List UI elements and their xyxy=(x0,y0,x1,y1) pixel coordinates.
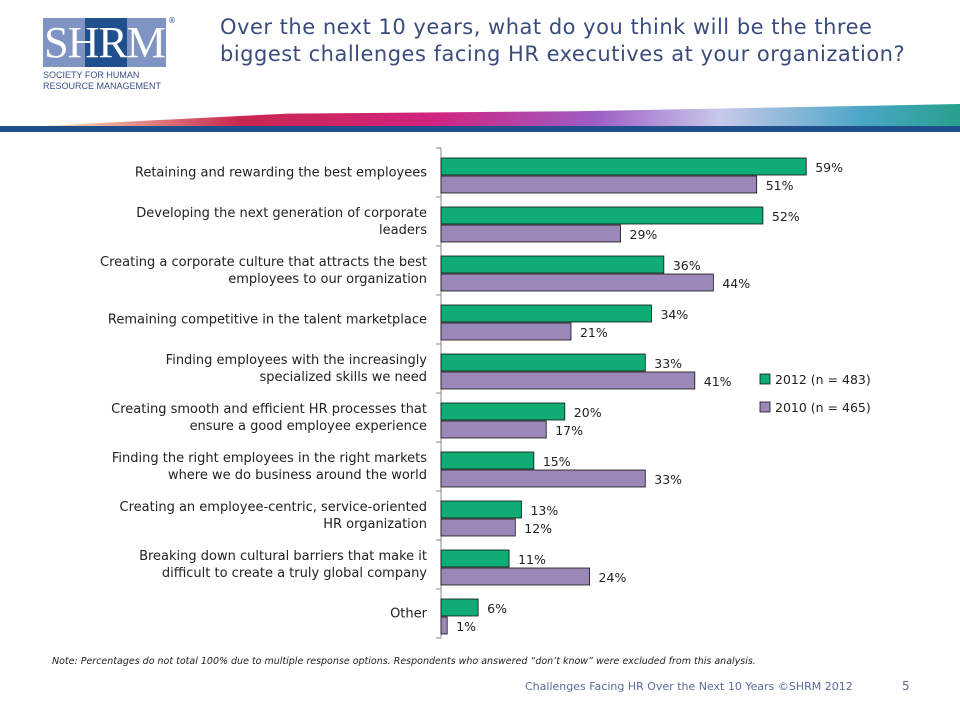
data-label: 15% xyxy=(543,454,571,469)
category-label: where we do business around the world xyxy=(168,468,427,483)
bar-2010 xyxy=(440,224,621,243)
category-label: difficult to create a truly global compa… xyxy=(162,566,427,581)
category-label: leaders xyxy=(379,223,427,238)
data-label: 1% xyxy=(456,619,476,634)
bar-2010 xyxy=(440,420,547,439)
logo-subtitle: SOCIETY FOR HUMAN RESOURCE MANAGEMENT xyxy=(43,70,162,91)
legend-label: 2010 (n = 465) xyxy=(775,400,871,415)
bar-2012 xyxy=(440,451,535,470)
data-label: 51% xyxy=(766,178,794,193)
category-label: ensure a good employee experience xyxy=(190,419,427,434)
category-label: Creating a corporate culture that attrac… xyxy=(100,255,427,270)
bar-2010 xyxy=(440,469,646,488)
page-number: 5 xyxy=(902,679,910,693)
data-label: 6% xyxy=(487,601,507,616)
category-label: Finding the right employees in the right… xyxy=(112,451,427,466)
category-label: Developing the next generation of corpor… xyxy=(136,206,427,221)
footnote: Note: Percentages do not total 100% due … xyxy=(52,656,756,667)
category-label: HR organization xyxy=(323,517,427,532)
slide-title: Over the next 10 years, what do you thin… xyxy=(220,15,906,66)
bar-2012 xyxy=(440,157,807,176)
data-label: 52% xyxy=(772,209,800,224)
logo-letters: SHRM xyxy=(44,18,166,67)
bar-2012 xyxy=(440,549,510,568)
category-label: Retaining and rewarding the best employe… xyxy=(135,166,427,181)
category-label: Creating smooth and efficient HR process… xyxy=(111,402,427,417)
category-label: Creating an employee-centric, service-or… xyxy=(120,500,427,515)
footer-text: Challenges Facing HR Over the Next 10 Ye… xyxy=(525,680,853,693)
bar-2010 xyxy=(440,371,696,390)
bar-2012 xyxy=(440,500,522,519)
registered-mark: ® xyxy=(168,16,176,25)
bar-2012 xyxy=(440,402,566,421)
legend-swatch xyxy=(759,401,771,413)
bar-2010 xyxy=(440,273,714,292)
data-label: 13% xyxy=(530,503,558,518)
bar-2012 xyxy=(440,353,646,372)
shrm-logo: SHRM ® SOCIETY FOR HUMAN RESOURCE MANAGEM… xyxy=(43,16,176,94)
bar-2010 xyxy=(440,322,572,341)
bar-2012 xyxy=(440,598,479,617)
category-label: Breaking down cultural barriers that mak… xyxy=(139,549,427,564)
category-label: Remaining competitive in the talent mark… xyxy=(108,313,427,328)
legend-swatch xyxy=(759,373,771,385)
data-label: 24% xyxy=(599,570,627,585)
bar-2012 xyxy=(440,255,665,274)
category-label: Other xyxy=(390,607,428,622)
category-label: specialized skills we need xyxy=(260,370,427,385)
data-label: 36% xyxy=(673,258,701,273)
bar-2010 xyxy=(440,616,448,635)
legend-label: 2012 (n = 483) xyxy=(775,372,871,387)
data-label: 59% xyxy=(815,160,843,175)
data-label: 20% xyxy=(574,405,602,420)
bar-2010 xyxy=(440,175,758,194)
data-label: 11% xyxy=(518,552,546,567)
data-label: 34% xyxy=(660,307,688,322)
data-label: 33% xyxy=(654,472,682,487)
bar-2012 xyxy=(440,304,652,323)
bar-2012 xyxy=(440,206,764,225)
data-label: 44% xyxy=(722,276,750,291)
data-label: 17% xyxy=(555,423,583,438)
bar-2010 xyxy=(440,518,516,537)
data-label: 29% xyxy=(630,227,658,242)
data-label: 33% xyxy=(654,356,682,371)
data-label: 12% xyxy=(524,521,552,536)
bar-2010 xyxy=(440,567,590,586)
data-label: 41% xyxy=(704,374,732,389)
category-label: Finding employees with the increasingly xyxy=(166,353,428,368)
category-label: employees to our organization xyxy=(228,272,427,287)
data-label: 21% xyxy=(580,325,608,340)
header-divider xyxy=(0,126,960,132)
